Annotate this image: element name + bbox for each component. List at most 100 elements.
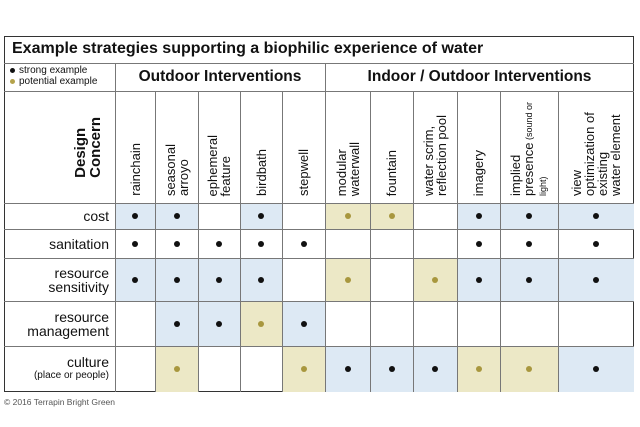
strong-example-dot (300, 240, 307, 247)
row-label-text: sanitation (49, 235, 109, 252)
legend-label: potential example (19, 76, 98, 87)
strong-example-dot (475, 213, 482, 219)
column-header-label: birdbath (253, 149, 269, 196)
row-divider (4, 301, 634, 302)
strong-example-dot (216, 240, 222, 247)
potential-example-dot (388, 213, 395, 219)
column-divider (413, 91, 414, 392)
row-divider (4, 346, 634, 347)
strong-example-dot (526, 240, 532, 247)
strong-example-dot (132, 276, 138, 283)
legend-label: strong example (19, 65, 88, 76)
potential-example-dot (173, 366, 180, 372)
table-cell (500, 229, 558, 258)
design-concern-header: Design Concern (62, 92, 114, 202)
column-header-text: rainchain (127, 143, 143, 196)
table-cell (115, 229, 155, 258)
column-divider (370, 91, 371, 392)
potential-example-dot (344, 276, 351, 283)
table-cell (558, 258, 634, 301)
strong-example-dot (526, 276, 532, 283)
column-header-label: seasonal arroyo (163, 144, 191, 196)
strong-example-dot (593, 276, 599, 283)
copyright-notice: © 2016 Terrapin Bright Green (4, 397, 116, 407)
column-header-text: modular waterwall (333, 141, 362, 196)
table-cell (370, 203, 413, 229)
column-header-label: ephemeral feature (205, 134, 233, 196)
column-header-label: implied presence (sound or light) (507, 92, 550, 196)
table-cell (325, 203, 370, 229)
row-label: sanitation (4, 229, 115, 258)
table-cell (500, 203, 558, 229)
table-cell (198, 301, 240, 346)
column-header-label: rainchain (127, 143, 143, 196)
column-header-text: view optimization of existing water elem… (569, 112, 623, 196)
table-cell (370, 346, 413, 392)
column-divider (500, 91, 501, 392)
column-header-text: birdbath (253, 149, 269, 196)
column-header: birdbath (240, 92, 282, 202)
column-header: fountain (370, 92, 413, 202)
potential-example-dot (526, 366, 532, 372)
row-label-subtext: (place or people) (33, 370, 109, 381)
strong-example-dot (173, 320, 180, 327)
strong-example-dot (173, 213, 180, 219)
column-header-label: fountain (384, 149, 399, 196)
table-cell (155, 346, 198, 392)
potential-example-dot (432, 276, 438, 283)
potential-example-dot (258, 320, 264, 327)
column-header-label: view optimization of existing water elem… (569, 92, 623, 196)
table-cell (457, 346, 500, 392)
strong-example-dot (216, 276, 222, 283)
column-header-text: water scrim, reflection pool (421, 115, 449, 196)
table-cell (413, 346, 457, 392)
strong-example-dot (475, 276, 482, 283)
column-header: modular waterwall (325, 92, 370, 202)
potential-example-dot (344, 213, 351, 219)
column-header-text: fountain (384, 149, 399, 196)
group-column-divider (325, 63, 326, 392)
column-header: rainchain (115, 92, 155, 202)
group-divider (4, 91, 634, 92)
table-cell (457, 258, 500, 301)
table-cell (558, 229, 634, 258)
strong-example-dot (173, 240, 180, 247)
column-header: water scrim, reflection pool (413, 92, 457, 202)
table-cell (155, 229, 198, 258)
row-label-text: resource sensitivity (48, 264, 109, 295)
table-cell (558, 346, 634, 392)
column-header-text: ephemeral feature (205, 134, 233, 196)
strong-example-dot (593, 240, 599, 247)
table-cell (155, 301, 198, 346)
table-cell (457, 229, 500, 258)
column-divider (155, 91, 156, 392)
column-header-text: implied presence (507, 142, 536, 196)
row-label: culture (place or people) (4, 346, 115, 392)
table-cell (240, 203, 282, 229)
row-label: cost (4, 203, 115, 229)
legend-dot-icon (10, 79, 15, 84)
table-cell (413, 258, 457, 301)
table-cell (325, 258, 370, 301)
table-cell (198, 258, 240, 301)
column-header: view optimization of existing water elem… (558, 92, 634, 202)
table-cell (282, 346, 325, 392)
column-header-label: water scrim, reflection pool (421, 115, 449, 196)
row-label-text: resource management (27, 308, 109, 339)
strong-example-dot (300, 320, 307, 327)
strong-example-dot (475, 240, 482, 247)
table-cell (282, 301, 325, 346)
table-cell (457, 203, 500, 229)
column-header: ephemeral feature (198, 92, 240, 202)
column-header-text: imagery (471, 149, 486, 196)
strong-example-dot (344, 366, 351, 372)
potential-example-dot (300, 366, 307, 372)
column-header: imagery (457, 92, 500, 202)
strong-example-dot (132, 240, 138, 247)
row-divider (4, 203, 634, 204)
table-cell (558, 203, 634, 229)
row-label: resource sensitivity (4, 258, 115, 301)
legend-dot-icon (10, 68, 15, 73)
table-cell (240, 301, 282, 346)
potential-example-dot (475, 366, 482, 372)
